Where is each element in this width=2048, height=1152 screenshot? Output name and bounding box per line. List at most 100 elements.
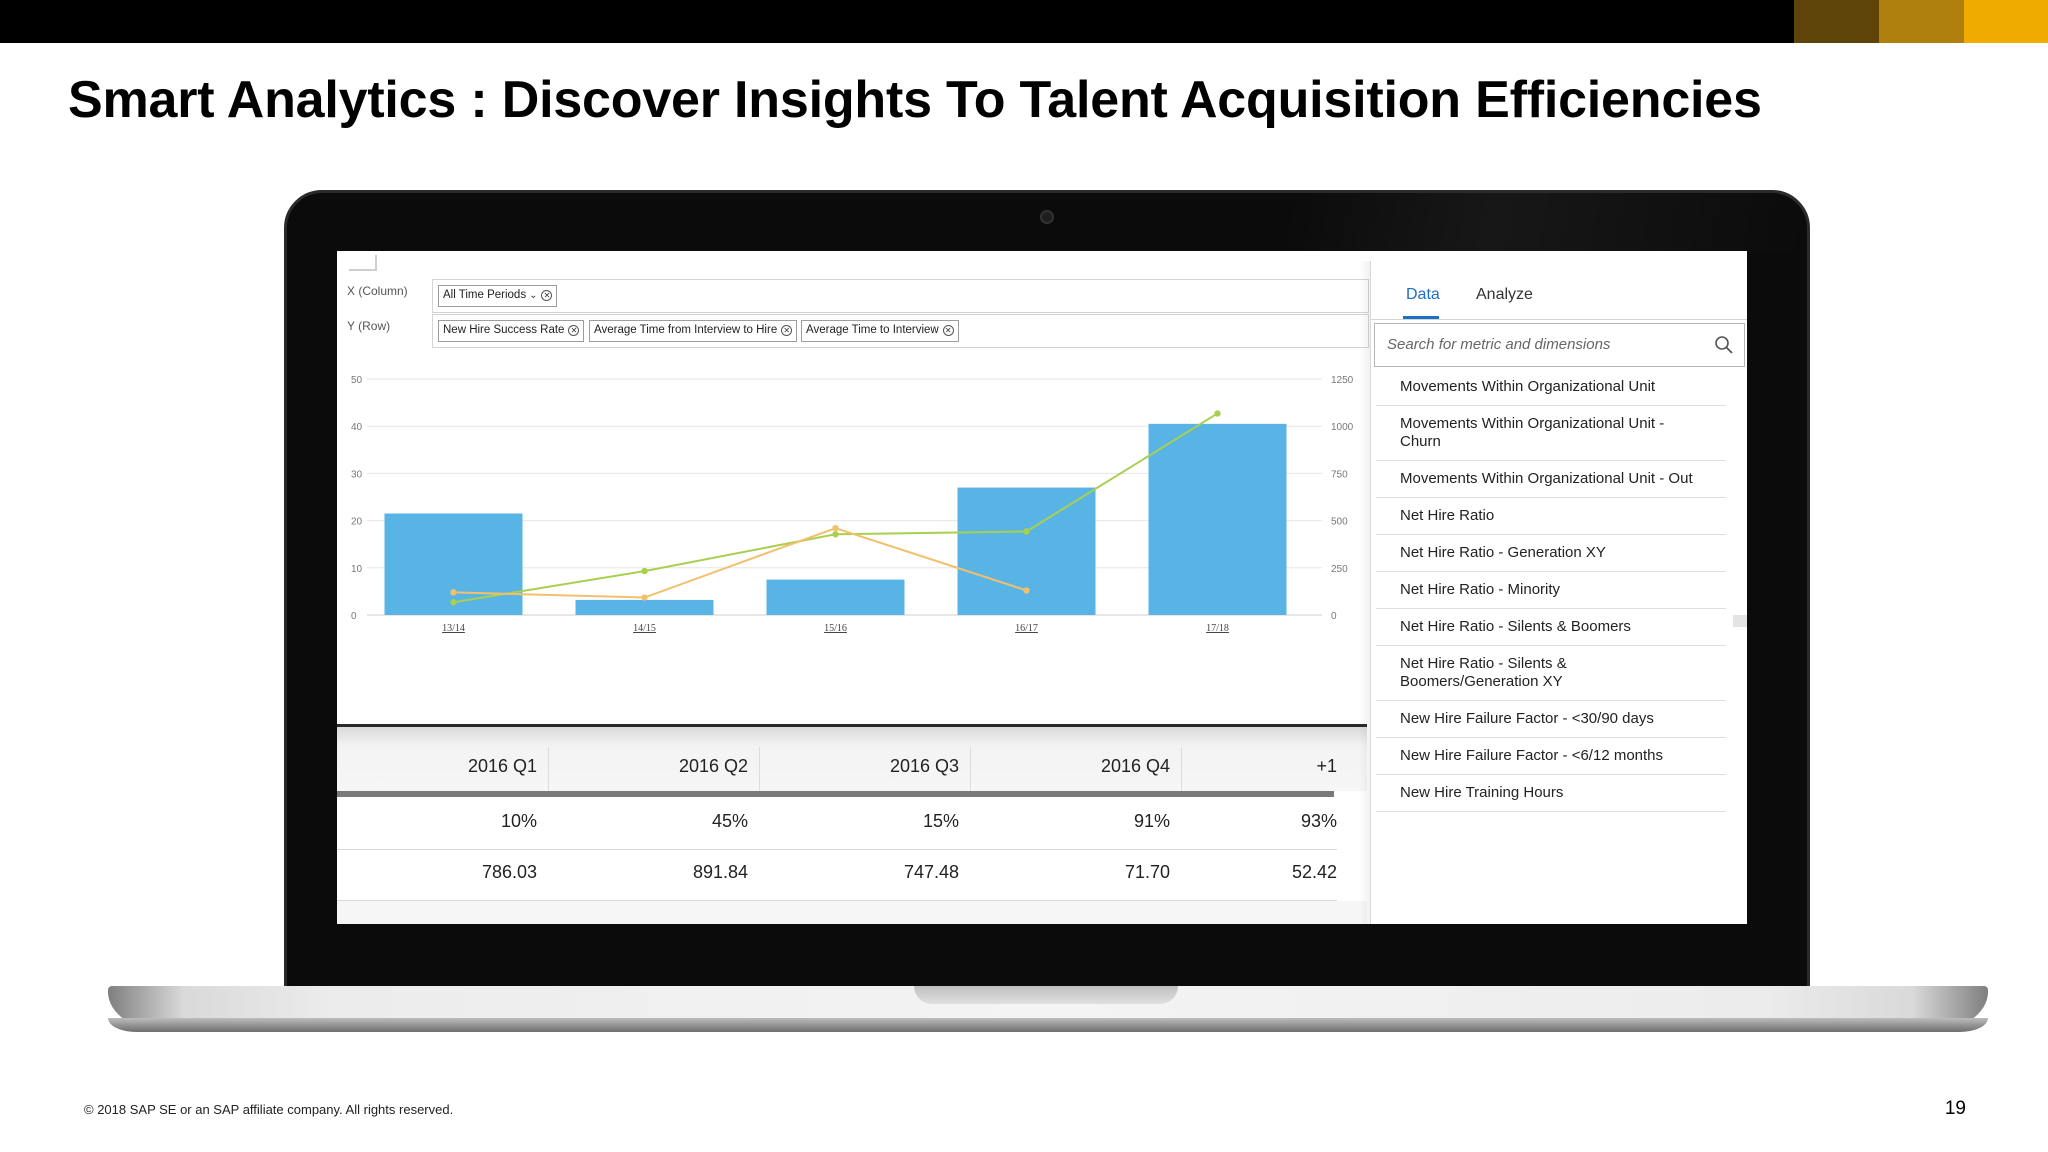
list-item[interactable]: Net Hire Ratio - Generation XY — [1376, 535, 1726, 572]
y-right-tick-label: 750 — [1331, 469, 1348, 480]
list-item[interactable]: Net Hire Ratio - Silents & Boomers/Gener… — [1376, 646, 1726, 701]
series-point — [450, 599, 457, 606]
table-cell: 71.70 — [1124, 862, 1170, 882]
y-right-tick-label: 1250 — [1331, 375, 1354, 386]
column-header[interactable]: 2016 Q4 — [1100, 756, 1170, 776]
list-item[interactable]: Movements Within Organizational Unit - O… — [1376, 461, 1726, 498]
table-cell: 45% — [711, 811, 748, 831]
metric-list: Movements Within Organizational Unit Move… — [1376, 369, 1726, 812]
y-left-tick-label: 0 — [351, 611, 357, 622]
y-row-dropzone[interactable]: New Hire Success Rate ✕ Average Time from… — [432, 314, 1369, 348]
chevron-down-icon[interactable]: ⌄ — [529, 290, 538, 301]
page-number: 19 — [1944, 1098, 1966, 1119]
series-point — [832, 531, 839, 538]
series-point — [1214, 410, 1221, 417]
list-item[interactable]: Movements Within Organizational Unit — [1376, 369, 1726, 406]
series-point — [832, 524, 839, 532]
laptop-base — [108, 986, 1988, 1032]
x-column-dropzone[interactable]: All Time Periods ⌄ ✕ — [432, 279, 1369, 313]
x-tick-label: 13/14 — [442, 623, 465, 634]
chip-new-hire-success-rate[interactable]: New Hire Success Rate ✕ — [438, 320, 585, 342]
y-left-tick-label: 40 — [351, 422, 363, 433]
camera-icon — [1040, 210, 1054, 224]
x-axis-label: X (Column) — [347, 284, 408, 298]
collapse-handle-icon[interactable] — [349, 255, 377, 271]
remove-chip-icon[interactable]: ✕ — [568, 325, 580, 336]
table-cell: 786.03 — [481, 862, 537, 882]
series-point — [641, 567, 648, 575]
series-line — [453, 412, 1219, 604]
chip-label: Average Time to Interview — [806, 324, 939, 336]
laptop-notch — [914, 986, 1178, 1004]
chip-avg-time-interview-to-hire[interactable]: Average Time from Interview to Hire ✕ — [589, 320, 798, 342]
list-item[interactable]: Movements Within Organizational Unit - C… — [1376, 406, 1726, 461]
y-right-tick-label: 250 — [1331, 564, 1348, 575]
x-tick-label: 14/15 — [633, 623, 656, 634]
top-bar — [0, 0, 2048, 43]
y-right-tick-label: 1000 — [1331, 422, 1354, 433]
chip-all-time-periods[interactable]: All Time Periods ⌄ ✕ — [438, 285, 558, 307]
tab-analyze[interactable]: Analyze — [1476, 286, 1533, 303]
table-cell: 52.42 — [1291, 862, 1337, 882]
data-panel: Data Analyze Movements Within Organizati… — [1370, 261, 1747, 924]
chart-bar — [957, 487, 1096, 615]
series-point — [1023, 528, 1030, 535]
scrollbar-thumb[interactable] — [1733, 615, 1747, 627]
scrollbar[interactable] — [1730, 369, 1742, 924]
x-tick-label: 17/18 — [1206, 623, 1229, 634]
series-point — [641, 594, 648, 601]
table-cell: 93% — [1300, 811, 1337, 831]
tab-data[interactable]: Data — [1406, 286, 1440, 303]
copyright-footer: © 2018 SAP SE or an SAP affiliate compan… — [84, 1102, 454, 1117]
series-line — [453, 527, 1027, 599]
y-left-tick-label: 30 — [351, 469, 363, 480]
slide-title: Smart Analytics : Discover Insights To T… — [68, 71, 1762, 129]
remove-chip-icon[interactable]: ✕ — [781, 325, 793, 336]
table-cell: 15% — [922, 811, 959, 831]
list-item[interactable]: Net Hire Ratio - Minority — [1376, 572, 1726, 609]
y-left-tick-label: 20 — [351, 517, 363, 528]
accent-swatch-mid — [1879, 0, 1964, 43]
chip-label: All Time Periods — [443, 289, 527, 301]
table-cell: 747.48 — [903, 862, 959, 882]
accent-swatch-dark — [1794, 0, 1879, 43]
search-icon[interactable] — [1714, 335, 1734, 355]
table-cell: 91% — [1133, 811, 1170, 831]
series-point — [450, 589, 457, 596]
column-header[interactable]: 2016 Q1 — [467, 756, 537, 776]
series-point — [1023, 587, 1030, 594]
list-item[interactable]: New Hire Failure Factor - <30/90 days — [1376, 701, 1726, 738]
column-header[interactable]: 2016 Q2 — [678, 756, 748, 776]
chip-label: New Hire Success Rate — [443, 324, 565, 336]
table-cell: 10% — [500, 811, 537, 831]
table-cell: 891.84 — [692, 862, 748, 882]
remove-chip-icon[interactable]: ✕ — [942, 325, 954, 336]
y-left-tick-label: 50 — [351, 375, 363, 386]
column-header[interactable]: +1 — [1316, 756, 1337, 776]
chip-avg-time-to-interview[interactable]: Average Time to Interview ✕ — [801, 320, 959, 342]
metric-search-input[interactable] — [1387, 336, 1687, 353]
chart-bar — [1148, 423, 1287, 615]
chart-bar — [766, 579, 905, 615]
chart-bar — [384, 513, 523, 615]
list-item[interactable]: Net Hire Ratio - Silents & Boomers — [1376, 609, 1726, 646]
chip-label: Average Time from Interview to Hire — [594, 324, 778, 336]
analytics-screen: X (Column) All Time Periods ⌄ ✕ Y (Row) Ne… — [337, 251, 1747, 924]
y-right-tick-label: 0 — [1331, 611, 1337, 622]
x-tick-label: 15/16 — [824, 623, 847, 634]
chart-bar — [575, 599, 714, 615]
y-left-tick-label: 10 — [351, 564, 363, 575]
x-tick-label: 16/17 — [1015, 623, 1038, 634]
list-item[interactable]: New Hire Training Hours — [1376, 775, 1726, 812]
combo-chart: 0 0 10 250 20 500 30 750 40 1000 50 1250 13/14 14/15 1… — [351, 375, 1354, 634]
active-tab-indicator — [1403, 316, 1439, 319]
remove-chip-icon[interactable]: ✕ — [541, 290, 553, 301]
list-item[interactable]: New Hire Failure Factor - <6/12 months — [1376, 738, 1726, 775]
column-header[interactable]: 2016 Q3 — [889, 756, 959, 776]
search-box — [1374, 323, 1745, 367]
y-right-tick-label: 500 — [1331, 517, 1348, 528]
accent-swatch-gold — [1964, 0, 2048, 43]
y-axis-label: Y (Row) — [347, 319, 391, 333]
list-item[interactable]: Net Hire Ratio — [1376, 498, 1726, 535]
table-header — [337, 727, 1367, 791]
